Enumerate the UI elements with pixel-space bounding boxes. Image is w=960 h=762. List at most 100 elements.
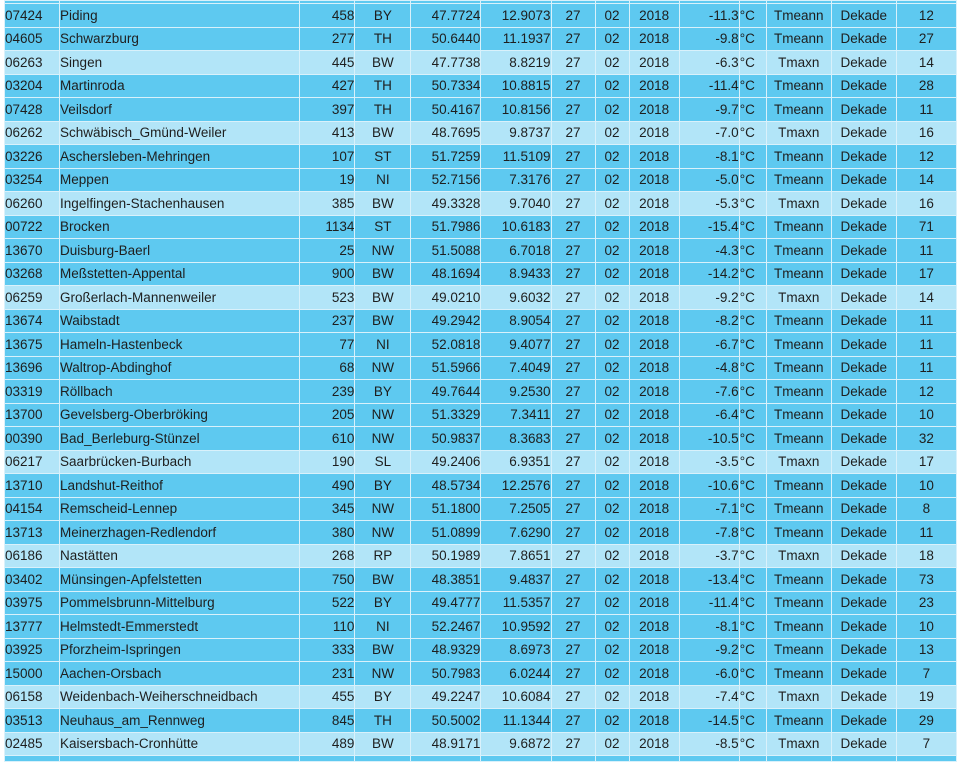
period-cell[interactable]: Dekade: [830, 167, 897, 192]
latitude-cell[interactable]: 48.7695: [410, 120, 482, 145]
longitude-cell[interactable]: 10.6084: [480, 684, 552, 709]
period-cell[interactable]: Dekade: [830, 332, 897, 357]
measure-type-cell[interactable]: Tmaxn: [765, 191, 832, 216]
day-cell[interactable]: 27: [550, 426, 596, 451]
measure-type-cell[interactable]: Tmeann: [765, 97, 832, 122]
day-cell[interactable]: 27: [550, 120, 596, 145]
year-cell[interactable]: 2018: [628, 567, 680, 592]
longitude-cell[interactable]: 8.9054: [480, 308, 552, 333]
period-cell[interactable]: Dekade: [830, 473, 897, 498]
value-cell[interactable]: 11: [895, 238, 958, 263]
station-name-cell[interactable]: Schwäbisch_Gmünd-Weiler: [59, 120, 301, 145]
year-cell[interactable]: 2018: [628, 214, 680, 239]
month-cell[interactable]: 02: [594, 402, 630, 427]
temperature-cell[interactable]: -4.8: [678, 355, 740, 380]
longitude-cell[interactable]: 9.2530: [480, 379, 552, 404]
day-cell[interactable]: 27: [550, 637, 596, 662]
unit-cell[interactable]: °C: [738, 520, 767, 545]
value-cell[interactable]: 10: [895, 614, 958, 639]
longitude-cell[interactable]: 7.3176: [480, 167, 552, 192]
measure-type-cell[interactable]: Tmeann: [765, 73, 832, 98]
period-cell[interactable]: Dekade: [830, 191, 897, 216]
state-cell[interactable]: TH: [354, 26, 412, 51]
elevation-cell[interactable]: 489: [299, 731, 356, 756]
state-cell[interactable]: NW: [354, 520, 412, 545]
longitude-cell[interactable]: 6.0244: [480, 661, 552, 686]
day-cell[interactable]: 27: [550, 496, 596, 521]
day-cell[interactable]: 27: [550, 238, 596, 263]
day-cell[interactable]: 27: [550, 590, 596, 615]
elevation-cell[interactable]: 385: [299, 191, 356, 216]
day-cell[interactable]: 27: [550, 473, 596, 498]
station-name-cell[interactable]: Kaisersbach-Cronhütte: [59, 731, 301, 756]
temperature-cell[interactable]: -11.4: [678, 73, 740, 98]
value-cell[interactable]: 16: [895, 120, 958, 145]
station-name-cell[interactable]: Röllbach: [59, 379, 301, 404]
unit-cell[interactable]: °C: [738, 402, 767, 427]
month-cell[interactable]: 02: [594, 590, 630, 615]
unit-cell[interactable]: °C: [738, 191, 767, 216]
year-cell[interactable]: 2018: [628, 332, 680, 357]
state-cell[interactable]: SL: [354, 449, 412, 474]
month-cell[interactable]: 02: [594, 97, 630, 122]
month-cell[interactable]: 02: [594, 332, 630, 357]
longitude-cell[interactable]: 9.4077: [480, 332, 552, 357]
latitude-cell[interactable]: 48.9329: [410, 637, 482, 662]
station-id-cell[interactable]: 00390: [3, 426, 61, 451]
station-name-cell[interactable]: Singen: [59, 50, 301, 75]
station-id-cell[interactable]: 02485: [3, 731, 61, 756]
latitude-cell[interactable]: 51.7986: [410, 214, 482, 239]
latitude-cell[interactable]: 52.2467: [410, 614, 482, 639]
elevation-cell[interactable]: 77: [299, 332, 356, 357]
longitude-cell[interactable]: 8.6973: [480, 637, 552, 662]
period-cell[interactable]: Dekade: [830, 449, 897, 474]
state-cell[interactable]: RP: [354, 543, 412, 568]
station-id-cell[interactable]: 13710: [3, 473, 61, 498]
month-cell[interactable]: 02: [594, 50, 630, 75]
station-id-cell[interactable]: 06263: [3, 50, 61, 75]
day-cell[interactable]: 27: [550, 144, 596, 169]
station-id-cell[interactable]: 03319: [3, 379, 61, 404]
station-id-cell[interactable]: 03402: [3, 567, 61, 592]
longitude-cell[interactable]: 9.7040: [480, 191, 552, 216]
temperature-cell[interactable]: -9.2: [678, 285, 740, 310]
station-name-cell[interactable]: Schwarzburg: [59, 26, 301, 51]
station-name-cell[interactable]: Duisburg-Baerl: [59, 238, 301, 263]
period-cell[interactable]: Dekade: [830, 614, 897, 639]
month-cell[interactable]: 02: [594, 238, 630, 263]
year-cell[interactable]: 2018: [628, 637, 680, 662]
latitude-cell[interactable]: 48.9171: [410, 731, 482, 756]
year-cell[interactable]: 2018: [628, 520, 680, 545]
state-cell[interactable]: BY: [354, 379, 412, 404]
longitude-cell[interactable]: 11.1937: [480, 26, 552, 51]
station-id-cell[interactable]: 13696: [3, 355, 61, 380]
measure-type-cell[interactable]: Tmeann: [765, 308, 832, 333]
unit-cell[interactable]: °C: [738, 496, 767, 521]
temperature-cell[interactable]: -10.5: [678, 426, 740, 451]
unit-cell[interactable]: °C: [738, 261, 767, 286]
longitude-cell[interactable]: 10.9592: [480, 614, 552, 639]
value-cell[interactable]: 11: [895, 520, 958, 545]
period-cell[interactable]: Dekade: [830, 708, 897, 733]
day-cell[interactable]: 27: [550, 731, 596, 756]
temperature-cell[interactable]: -7.0: [678, 120, 740, 145]
period-cell[interactable]: Dekade: [830, 496, 897, 521]
measure-type-cell[interactable]: Tmeann: [765, 661, 832, 686]
day-cell[interactable]: 27: [550, 684, 596, 709]
longitude-cell[interactable]: 7.3411: [480, 402, 552, 427]
unit-cell[interactable]: °C: [738, 614, 767, 639]
temperature-cell[interactable]: -9.7: [678, 97, 740, 122]
unit-cell[interactable]: °C: [738, 637, 767, 662]
value-cell[interactable]: 17: [895, 449, 958, 474]
unit-cell[interactable]: °C: [738, 332, 767, 357]
longitude-cell[interactable]: 9.4837: [480, 567, 552, 592]
unit-cell[interactable]: °C: [738, 97, 767, 122]
month-cell[interactable]: 02: [594, 285, 630, 310]
month-cell[interactable]: 02: [594, 167, 630, 192]
measure-type-cell[interactable]: Tmeann: [765, 355, 832, 380]
latitude-cell[interactable]: 52.0818: [410, 332, 482, 357]
measure-type-cell[interactable]: Tmeann: [765, 214, 832, 239]
unit-cell[interactable]: °C: [738, 590, 767, 615]
month-cell[interactable]: 02: [594, 120, 630, 145]
state-cell[interactable]: BW: [354, 308, 412, 333]
